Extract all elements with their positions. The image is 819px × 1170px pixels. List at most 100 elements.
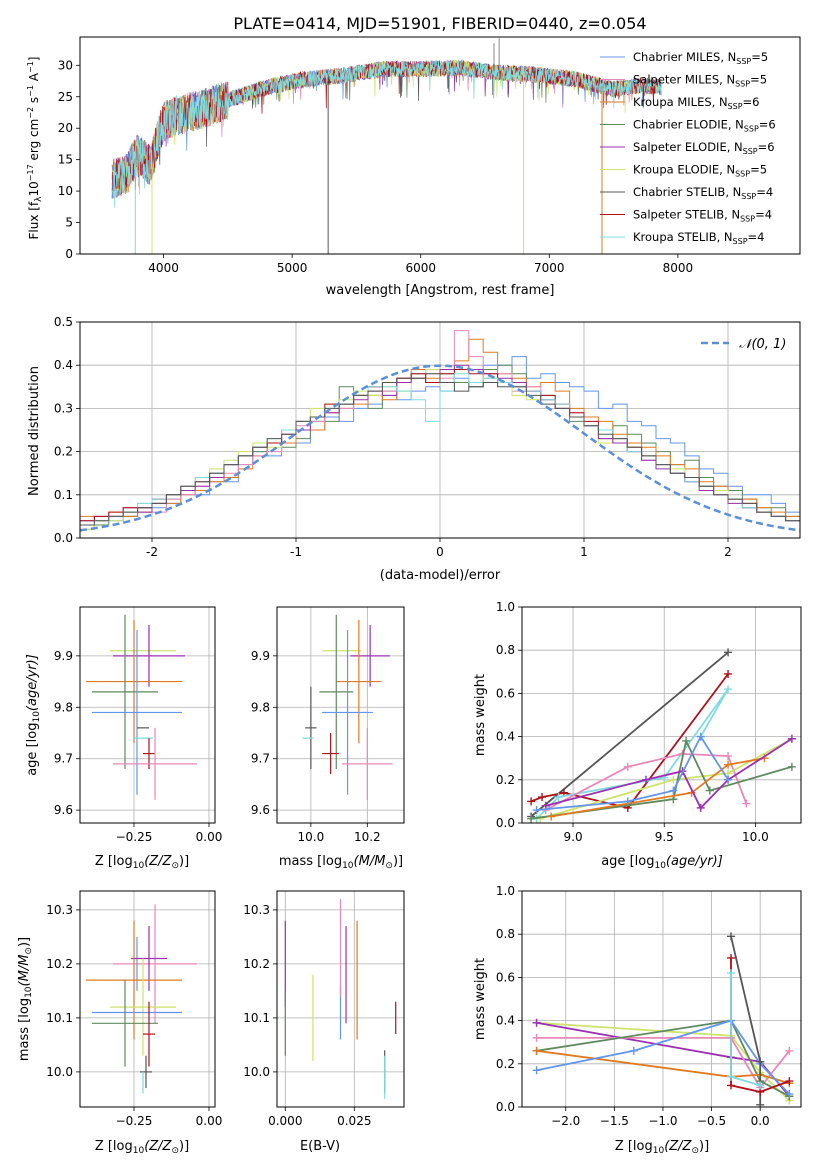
weight-marker: [669, 786, 678, 795]
errorbar-point: [92, 630, 182, 795]
x-tick-label: −0.5: [697, 1114, 726, 1128]
y-tick-label: 0.1: [54, 488, 73, 502]
plot-area: [532, 932, 794, 1107]
x-tick-label: 10.2: [354, 830, 381, 844]
y-tick-label: 15: [58, 153, 73, 167]
legend-label-text: Salpeter MILES, N: [633, 73, 735, 87]
legend-label-count: =4: [755, 208, 772, 222]
x-tick-label: 6000: [405, 261, 436, 275]
y-tick-label: 10.2: [243, 957, 270, 971]
legend-label: Chabrier ELODIE, NSSP=6: [633, 118, 776, 134]
errorbar-point: [86, 619, 182, 744]
weight-marker: [623, 762, 632, 771]
age-ylabel: age [log10(age/yr)]: [25, 654, 42, 776]
x-tick-label: 8000: [663, 261, 694, 275]
legend-label-text: Chabrier MILES, N: [633, 50, 736, 64]
ticks: 4000 5000 6000 7000 8000 0 5 10 15 20 25 30: [58, 58, 693, 275]
weight-marker: [532, 1046, 541, 1055]
y-tick-label: 10.1: [46, 1011, 73, 1025]
mass-ylabel: mass [log10(M/M⊙)]: [17, 937, 34, 1061]
x-tick-label: -2: [146, 545, 158, 559]
y-tick-label: 10.2: [46, 957, 73, 971]
weight-marker: [785, 1046, 794, 1055]
weight-marker: [527, 814, 536, 823]
legend-label-text: Salpeter STELIB, N: [633, 208, 740, 222]
y-tick-label: 25: [58, 90, 73, 104]
y-tick-label: 0.2: [496, 1057, 515, 1071]
errorbar-point: [305, 686, 317, 769]
legend-label-text: Kroupa MILES, N: [633, 95, 728, 109]
errorbar-point: [322, 630, 373, 795]
ticks: 0.000 0.025 10.0 10.1 10.2 10.3: [243, 903, 371, 1128]
y-tick-label: 0.3: [54, 401, 73, 415]
legend-label-sub: SSP: [735, 80, 750, 89]
legend-label-count: =5: [751, 50, 768, 64]
weight-marker: [554, 793, 563, 802]
histogram-step: [80, 373, 800, 526]
y-tick-label: 5: [65, 216, 73, 230]
legend-label-count: =5: [750, 163, 767, 177]
errorbar-point: [341, 727, 393, 800]
spectrum-xlabel: wavelength [Angstrom, rest frame]: [326, 283, 555, 298]
normal-legend-label: 𝒩(0, 1): [739, 337, 786, 352]
mass-vs-metallicity-panel: −0.25 0.00 10.0 10.1 10.2 10.3: [46, 890, 222, 1128]
weight-line: [545, 738, 793, 810]
errorbar-point: [110, 958, 176, 1056]
legend-label: Salpeter STELIB, NSSP=4: [633, 208, 772, 224]
x-tick-label: 4000: [148, 261, 179, 275]
weight-line: [551, 757, 765, 818]
plot-area: [86, 614, 197, 800]
y-tick-label: 9.8: [251, 700, 270, 714]
y-tick-label: 0.8: [496, 643, 515, 657]
legend-label-count: =6: [759, 118, 776, 132]
residual-histogram-panel: -2 -1 0 1 2 0.0 0.1 0.2 0.3 0.4 0.5: [54, 315, 801, 559]
y-tick-label: 0.0: [496, 816, 515, 830]
legend-label-count: =5: [750, 73, 767, 87]
ticks: −0.25 0.00 10.0 10.1 10.2 10.3: [46, 903, 222, 1128]
age-vs-mass-panel: 10.0 10.2 9.6 9.7 9.8 9.9: [251, 606, 405, 844]
y-tick-label: 10.1: [243, 1011, 270, 1025]
x-tick-label: −0.25: [116, 830, 153, 844]
errorbar-point: [336, 619, 382, 744]
weight-marker: [532, 806, 541, 815]
legend-label-sub: SSP: [744, 125, 759, 134]
mass-vs-ebv-panel: 0.000 0.025 10.0 10.1 10.2 10.3: [243, 890, 405, 1128]
plot-area: [302, 614, 393, 800]
weight-marker: [756, 1081, 765, 1090]
weight-marker: [727, 1072, 736, 1081]
figure-title: PLATE=0414, MJD=51901, FIBERID=0440, z=0…: [233, 14, 646, 33]
y-tick-label: 10.0: [243, 1065, 270, 1079]
weight-marker: [532, 1033, 541, 1042]
x-tick-label: 9.5: [655, 830, 674, 844]
y-tick-label: 0.6: [496, 686, 515, 700]
errorbar-point: [113, 727, 197, 800]
y-tick-label: 0.8: [496, 927, 515, 941]
x-tick-label: −1.5: [600, 1114, 629, 1128]
legend-label: Kroupa MILES, NSSP=6: [633, 95, 759, 111]
normal-legend: 𝒩(0, 1): [701, 337, 786, 352]
spectrum-line: [112, 59, 662, 208]
axes-frame: [79, 36, 801, 255]
plot-area: [284, 899, 397, 1099]
x-tick-label: 10.0: [742, 830, 769, 844]
x-tick-label: −0.25: [116, 1114, 153, 1128]
y-tick-label: 9.7: [251, 752, 270, 766]
y-tick-label: 9.6: [54, 803, 73, 817]
ticks: -2 -1 0 1 2 0.0 0.1 0.2 0.3 0.4 0.5: [54, 315, 732, 559]
weight-marker: [727, 1081, 736, 1090]
axes-frame: [521, 606, 802, 824]
x-tick-label: 0.0: [751, 1114, 770, 1128]
legend-label: Kroupa STELIB, NSSP=4: [633, 230, 764, 246]
weight-marker: [538, 793, 547, 802]
weight-marker: [669, 775, 678, 784]
axes-frame: [79, 606, 216, 824]
y-tick-label: 9.9: [251, 649, 270, 663]
legend-label-sub: SSP: [736, 57, 751, 66]
weight-marker: [724, 685, 733, 694]
weight-marker: [756, 1100, 765, 1107]
ticks: −0.25 0.00 9.6 9.7 9.8 9.9: [54, 649, 222, 844]
y-tick-label: 0.4: [496, 730, 515, 744]
y-tick-label: 30: [58, 58, 73, 72]
weight-marker: [742, 799, 751, 808]
